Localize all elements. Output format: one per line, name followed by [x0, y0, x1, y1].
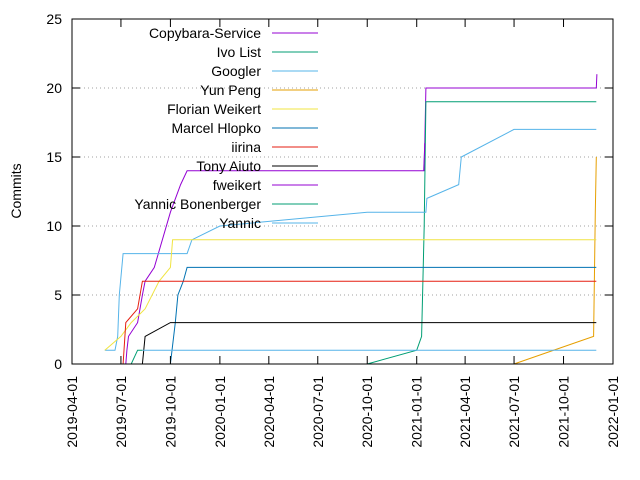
y-tick-label-0: 0 [54, 356, 62, 372]
legend-label-4: Florian Weikert [167, 101, 261, 117]
x-tick-label-6: 2020-10-01 [359, 376, 375, 448]
series-line-9 [130, 349, 143, 365]
series-lines [104, 74, 598, 365]
y-tick-label-4: 20 [46, 80, 62, 96]
x-tick-label-10: 2021-10-01 [556, 376, 572, 448]
legend-label-8: fweikert [213, 177, 261, 193]
series-line-4 [104, 239, 597, 351]
series-line-8 [423, 143, 426, 171]
x-tick-label-0: 2019-04-01 [64, 376, 80, 448]
legend-label-5: Marcel Hlopko [172, 120, 262, 136]
y-tick-label-5: 25 [46, 11, 62, 27]
legend: Copybara-Service Ivo List Googler Yun Peng F… [134, 25, 318, 231]
x-tick-label-4: 2020-04-01 [261, 376, 277, 448]
legend-label-2: Googler [211, 63, 261, 79]
series-line-5 [169, 266, 597, 365]
x-tick-label-5: 2020-07-01 [310, 376, 326, 448]
x-tick-label-9: 2021-07-01 [506, 376, 522, 448]
legend-label-3: Yun Peng [200, 82, 261, 98]
legend-label-6: iirina [231, 139, 261, 155]
legend-label-9: Yannic Bonenberger [134, 196, 261, 212]
y-tick-label-2: 10 [46, 218, 62, 234]
y-tick-label-3: 15 [46, 149, 62, 165]
y-axis-label: Commits [8, 163, 24, 218]
x-tick-label-3: 2020-01-01 [212, 376, 228, 448]
legend-label-1: Ivo List [217, 44, 261, 60]
x-tick-label-7: 2021-01-01 [409, 376, 425, 448]
x-tick-label-2: 2019-10-01 [162, 376, 178, 448]
series-line-2 [104, 128, 597, 351]
legend-label-0: Copybara-Service [149, 25, 261, 41]
plot-frame [71, 18, 614, 365]
x-tick-label-8: 2021-04-01 [457, 376, 473, 448]
x-tick-label-11: 2022-01-01 [605, 376, 621, 448]
legend-label-7: Tony Aiuto [196, 158, 261, 174]
x-tick-label-1: 2019-07-01 [113, 376, 129, 448]
y-tick-label-1: 5 [54, 287, 62, 303]
series-line-6 [122, 280, 597, 365]
axes: 0 5 10 15 20 25 2019-04-01 2019-07-01 2019-10-01… [46, 11, 621, 448]
legend-label-10: Yannic [219, 215, 261, 231]
